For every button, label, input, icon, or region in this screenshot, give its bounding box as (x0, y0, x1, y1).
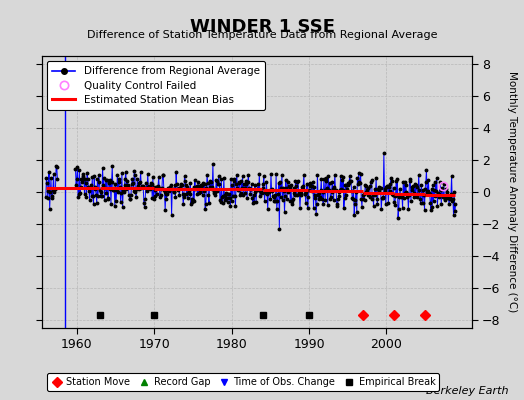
Text: Berkeley Earth: Berkeley Earth (426, 386, 508, 396)
Text: Difference of Station Temperature Data from Regional Average: Difference of Station Temperature Data f… (87, 30, 437, 40)
Text: WINDER 1 SSE: WINDER 1 SSE (190, 18, 334, 36)
Legend: Station Move, Record Gap, Time of Obs. Change, Empirical Break: Station Move, Record Gap, Time of Obs. C… (47, 373, 439, 391)
Y-axis label: Monthly Temperature Anomaly Difference (°C): Monthly Temperature Anomaly Difference (… (507, 71, 517, 313)
Legend: Difference from Regional Average, Quality Control Failed, Estimated Station Mean: Difference from Regional Average, Qualit… (47, 61, 265, 110)
